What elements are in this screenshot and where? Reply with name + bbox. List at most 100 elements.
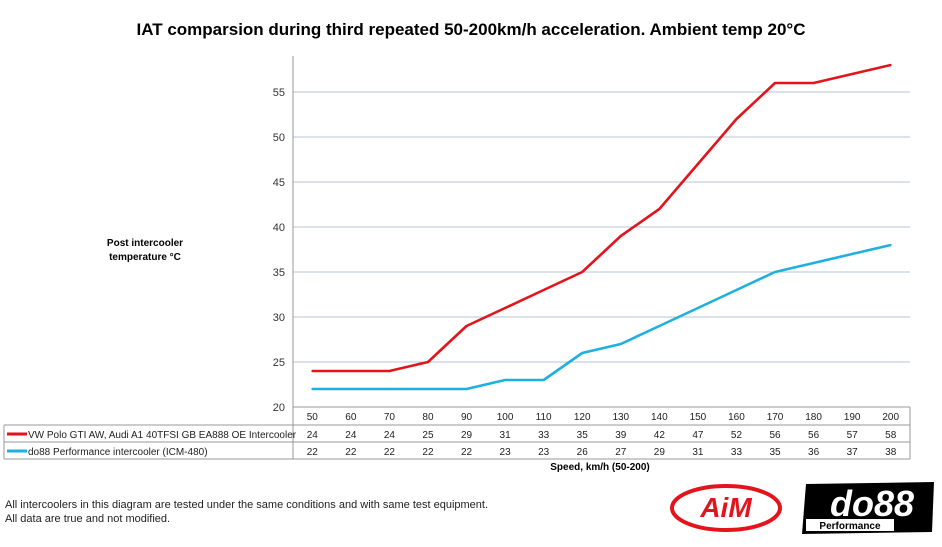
y-tick-label: 20 xyxy=(273,402,285,414)
data-table-value: 38 xyxy=(885,447,897,458)
y-tick-label: 50 xyxy=(273,132,285,144)
x-tick-label: 60 xyxy=(345,412,357,423)
data-table-value: 26 xyxy=(577,447,589,458)
y-tick-label: 55 xyxy=(273,87,285,99)
x-tick-label: 200 xyxy=(882,412,899,423)
x-tick-label: 110 xyxy=(536,412,552,423)
data-point xyxy=(504,307,507,309)
data-point xyxy=(581,271,584,273)
y-tick-label: 40 xyxy=(273,222,285,234)
data-table-value: 31 xyxy=(692,447,704,458)
data-table-value: 36 xyxy=(808,447,820,458)
footer-line-1: All intercoolers in this diagram are tes… xyxy=(5,499,489,511)
data-point xyxy=(542,379,545,381)
data-table-value: 29 xyxy=(461,430,473,441)
data-point xyxy=(388,370,391,372)
x-tick-label: 50 xyxy=(307,412,319,423)
x-tick-label: 140 xyxy=(651,412,668,423)
x-tick-label: 150 xyxy=(690,412,707,423)
x-tick-label: 170 xyxy=(767,412,784,423)
svg-text:Performance: Performance xyxy=(819,521,881,532)
y-tick-label: 25 xyxy=(273,357,285,369)
data-point xyxy=(658,208,661,210)
data-point xyxy=(812,262,815,264)
aim-logo: AiM xyxy=(670,484,782,532)
series-line-1 xyxy=(312,63,892,373)
data-table-value: 37 xyxy=(847,447,859,458)
data-table-value: 35 xyxy=(577,430,589,441)
data-table-value: 31 xyxy=(500,430,512,441)
data-table-value: 23 xyxy=(500,447,512,458)
x-tick-label: 130 xyxy=(612,412,629,423)
data-table-value: 57 xyxy=(847,430,859,441)
data-table-value: 22 xyxy=(384,447,396,458)
data-table-value: 56 xyxy=(808,430,820,441)
data-table-value: 24 xyxy=(345,430,357,441)
svg-text:do88: do88 xyxy=(830,483,914,524)
x-tick-label: 190 xyxy=(844,412,861,423)
data-point xyxy=(311,370,314,372)
y-tick-label: 30 xyxy=(273,312,285,324)
data-point xyxy=(581,352,584,354)
data-table-value: 22 xyxy=(461,447,473,458)
data-point xyxy=(774,82,777,84)
data-point xyxy=(735,289,738,291)
data-point xyxy=(619,235,622,237)
data-point xyxy=(889,64,892,66)
data-point xyxy=(426,388,429,390)
footer-note: All intercoolers in this diagram are tes… xyxy=(5,498,488,526)
data-table-value: 33 xyxy=(731,447,743,458)
legend-label: VW Polo GTI AW, Audi A1 40TFSI GB EA888 … xyxy=(28,430,297,441)
data-table-value: 22 xyxy=(345,447,357,458)
data-table-value: 56 xyxy=(769,430,781,441)
data-point xyxy=(619,343,622,345)
data-point xyxy=(851,73,854,75)
data-point xyxy=(349,370,352,372)
data-table-value: 27 xyxy=(615,447,627,458)
data-table-value: 42 xyxy=(654,430,666,441)
data-table-value: 22 xyxy=(307,447,319,458)
y-tick-label: 35 xyxy=(273,267,285,279)
data-table-value: 23 xyxy=(538,447,550,458)
data-table-value: 22 xyxy=(422,447,434,458)
data-table-value: 52 xyxy=(731,430,743,441)
data-point xyxy=(658,325,661,327)
data-table-value: 35 xyxy=(769,447,781,458)
x-axis-label: Speed, km/h (50-200) xyxy=(550,462,650,473)
data-point xyxy=(388,388,391,390)
x-tick-label: 70 xyxy=(384,412,396,423)
y-tick-label: 45 xyxy=(273,177,285,189)
data-table-value: 39 xyxy=(615,430,627,441)
data-table-value: 33 xyxy=(538,430,550,441)
data-point xyxy=(465,388,468,390)
data-point xyxy=(696,163,699,165)
data-table-value: 58 xyxy=(885,430,897,441)
data-point xyxy=(426,361,429,363)
data-table-value: 24 xyxy=(384,430,396,441)
data-point xyxy=(735,118,738,120)
x-tick-label: 90 xyxy=(461,412,473,423)
data-point xyxy=(542,289,545,291)
x-tick-label: 80 xyxy=(422,412,434,423)
data-point xyxy=(465,325,468,327)
data-point xyxy=(696,307,699,309)
chart-title: IAT comparsion during third repeated 50-… xyxy=(136,20,806,39)
data-table-value: 25 xyxy=(422,430,434,441)
data-table-value: 47 xyxy=(692,430,704,441)
x-tick-label: 160 xyxy=(728,412,745,423)
data-point xyxy=(774,271,777,273)
series-line-2 xyxy=(312,243,892,391)
data-point xyxy=(311,388,314,390)
x-tick-label: 180 xyxy=(805,412,822,423)
data-point xyxy=(851,253,854,255)
do88-logo: do88 Performance xyxy=(802,482,934,534)
svg-text:AiM: AiM xyxy=(699,492,752,523)
y-axis-label: Post intercooler temperature °C xyxy=(106,238,184,263)
data-point xyxy=(504,379,507,381)
data-table-value: 29 xyxy=(654,447,666,458)
x-tick-label: 120 xyxy=(574,412,591,423)
data-table-value: 24 xyxy=(307,430,319,441)
data-point xyxy=(889,244,892,246)
data-point xyxy=(349,388,352,390)
